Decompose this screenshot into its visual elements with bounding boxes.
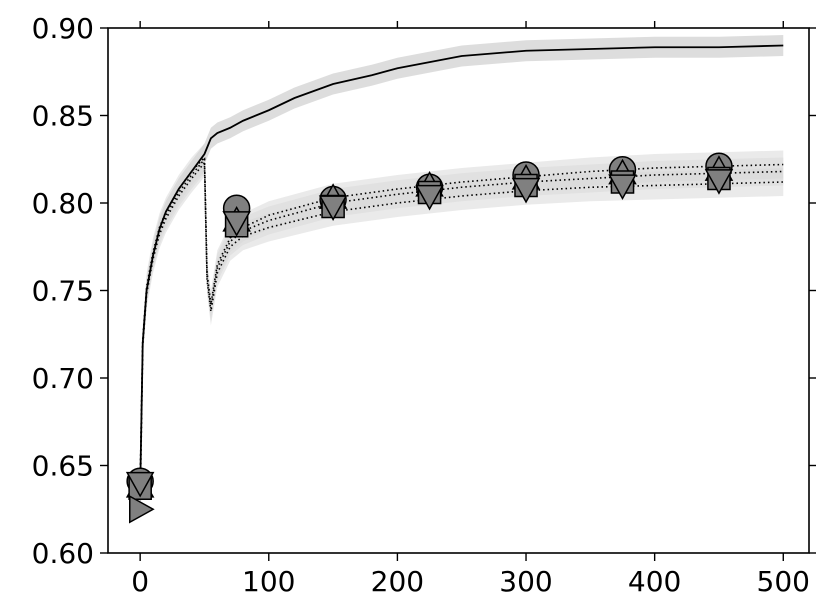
x-tick-label: 300 <box>499 565 552 598</box>
x-axis: 0 100 200 300 400 500 <box>131 21 810 598</box>
marker-triangle-down-3-2 <box>318 195 348 222</box>
marker-triangle-down-3-6 <box>704 169 734 195</box>
x-tick-label: 0 <box>131 565 149 598</box>
marker-triangle-right-3-0 <box>129 494 155 524</box>
line-series-0 <box>139 44 784 492</box>
confidence-bands <box>140 35 784 524</box>
series-lines <box>139 44 784 510</box>
x-tick-label: 500 <box>757 565 810 598</box>
marker-triangle-down-3-1 <box>222 211 251 237</box>
y-tick-label: 0.60 <box>32 537 94 570</box>
marker-triangle-down-3-3 <box>415 184 444 211</box>
x-tick-label: 100 <box>242 565 295 598</box>
x-tick-label: 400 <box>628 565 681 598</box>
marker-triangle-down-3-0 <box>125 471 155 498</box>
band-series-0 <box>140 35 784 503</box>
series-markers <box>125 152 734 524</box>
y-tick-label: 0.75 <box>32 275 94 308</box>
line-series-2 <box>139 157 784 487</box>
y-tick-label: 0.65 <box>32 450 94 483</box>
marker-triangle-down-3-5 <box>608 174 637 201</box>
y-tick-label: 0.80 <box>32 187 94 220</box>
line-series-3 <box>139 160 784 510</box>
x-tick-label: 200 <box>371 565 424 598</box>
y-tick-label: 0.90 <box>32 12 94 45</box>
y-tick-label: 0.85 <box>32 100 94 133</box>
y-axis: 0.60 0.65 0.70 0.75 0.80 0.85 0.90 <box>32 12 816 570</box>
y-tick-label: 0.70 <box>32 362 94 395</box>
line-series-1 <box>139 155 784 484</box>
marker-triangle-down-3-4 <box>511 177 541 204</box>
